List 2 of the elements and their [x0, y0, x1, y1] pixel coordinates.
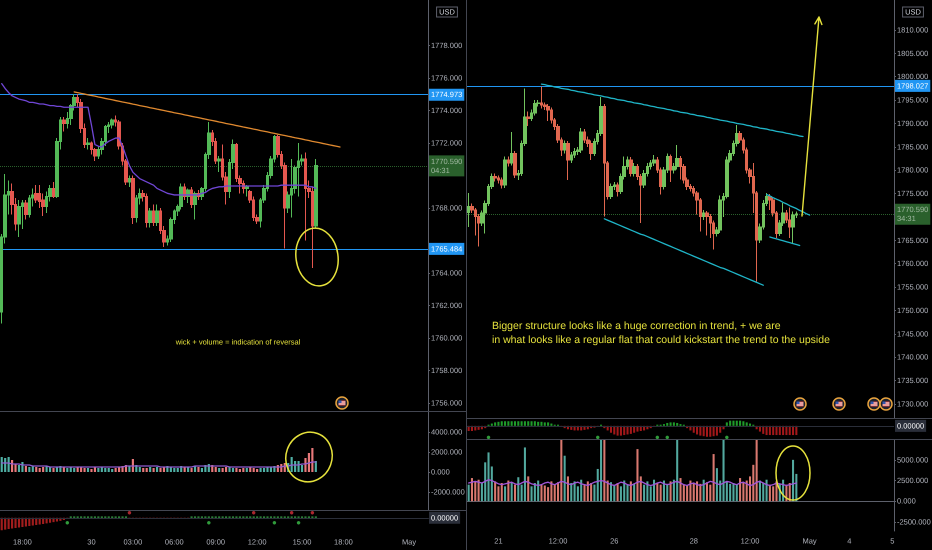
annotation: in what looks like a regular flat that could kickstart the trend to the upside: [492, 334, 830, 346]
annotation: Bigger structure looks like a huge correction in trend, + we are: [492, 320, 781, 332]
